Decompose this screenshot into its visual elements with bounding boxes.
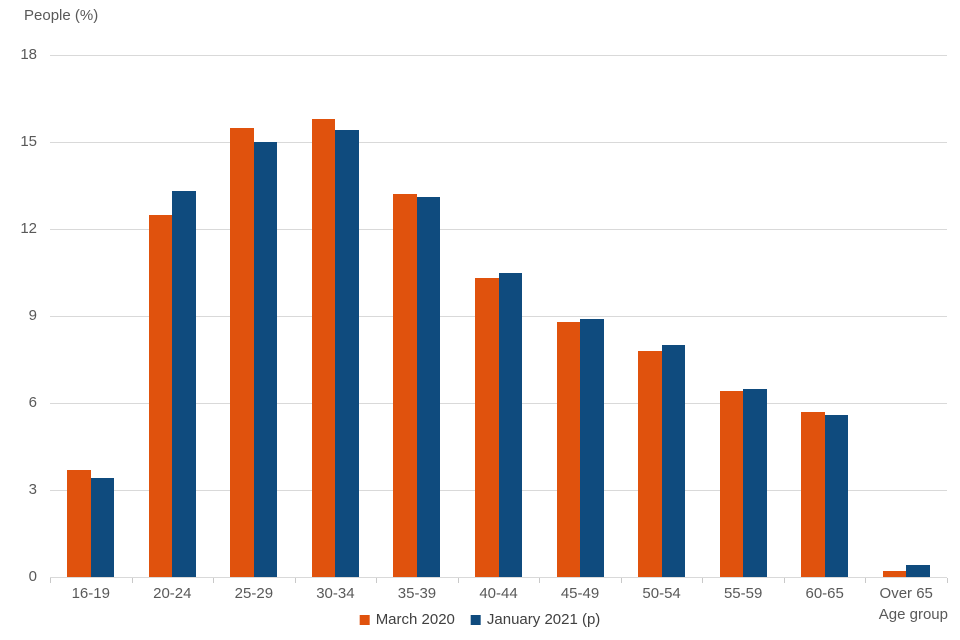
bar-march-2020 [719,391,744,577]
bar-march-2020 [311,118,336,577]
bar-january-2021 [743,388,767,577]
y-tick-label: 12 [20,220,37,237]
bar-january-2021 [90,478,115,577]
x-axis-tick [783,578,785,583]
legend: March 2020 January 2021 (p) [359,611,601,628]
x-tick-label: 50-54 [642,585,681,602]
legend-item: January 2021 (p) [470,611,601,628]
y-tick-label: 18 [20,46,37,63]
x-tick-label: Over 65 [879,585,933,602]
x-axis-tick [865,578,867,583]
bar-january-2021 [253,142,278,577]
x-tick-label: 25-29 [234,585,274,602]
legend-item: March 2020 [359,611,455,628]
x-tick-label: 40-44 [479,585,518,602]
bar-march-2020 [393,194,417,577]
x-tick-label: 30-34 [316,585,355,602]
x-axis-tick [50,578,51,583]
gridline [50,55,947,56]
gridline [50,142,947,143]
legend-swatch [470,614,481,625]
y-tick-label: 6 [28,394,37,411]
bar-january-2021 [172,191,196,577]
y-axis-title: People (%) [24,7,99,24]
x-tick-label: 35-39 [397,585,437,602]
x-axis-tick [947,578,948,583]
x-axis-tick [457,578,459,583]
x-tick-label: 55-59 [723,585,763,602]
bar-march-2020 [556,321,581,577]
y-tick-label: 0 [28,568,37,585]
x-axis-tick [702,578,704,583]
legend-swatch [359,614,370,625]
bar-january-2021 [580,318,604,577]
gridline [50,229,947,230]
bar-january-2021 [661,345,686,577]
bar-march-2020 [801,411,825,577]
bar-march-2020 [475,278,499,577]
x-axis-tick [131,578,133,583]
legend-label: March 2020 [375,611,455,628]
x-axis-tick [376,578,378,583]
bar-january-2021 [824,414,849,577]
bar-january-2021 [335,130,359,577]
y-tick-label: 15 [20,133,37,150]
x-axis-tick [213,578,215,583]
bar-january-2021 [906,565,930,577]
x-tick-label: 20-24 [153,585,192,602]
legend-label: January 2021 (p) [486,611,601,628]
bar-march-2020 [148,214,173,577]
bar-march-2020 [638,350,662,577]
x-axis-tick [620,578,622,583]
bar-march-2020 [230,127,254,577]
x-axis-tick [539,578,541,583]
x-tick-label: 60-65 [805,585,844,602]
x-axis-title: Age group [878,606,948,623]
y-tick-label: 9 [28,307,37,324]
x-axis-tick [294,578,296,583]
bar-march-2020 [882,571,907,577]
bar-january-2021 [498,272,522,577]
y-tick-label: 3 [28,481,37,498]
x-tick-label: 16-19 [71,585,110,602]
bar-march-2020 [67,469,91,577]
x-axis-line [50,577,947,578]
x-tick-label: 45-49 [560,585,600,602]
bar-january-2021 [416,197,441,577]
